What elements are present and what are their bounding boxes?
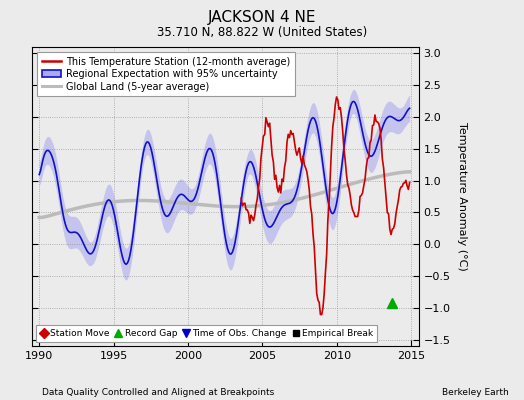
Legend: Station Move, Record Gap, Time of Obs. Change, Empirical Break: Station Move, Record Gap, Time of Obs. C… [36, 326, 377, 342]
Text: JACKSON 4 NE: JACKSON 4 NE [208, 10, 316, 25]
Y-axis label: Temperature Anomaly (°C): Temperature Anomaly (°C) [457, 122, 467, 271]
Text: 35.710 N, 88.822 W (United States): 35.710 N, 88.822 W (United States) [157, 26, 367, 39]
Text: Data Quality Controlled and Aligned at Breakpoints: Data Quality Controlled and Aligned at B… [42, 388, 274, 397]
Text: Berkeley Earth: Berkeley Earth [442, 388, 508, 397]
